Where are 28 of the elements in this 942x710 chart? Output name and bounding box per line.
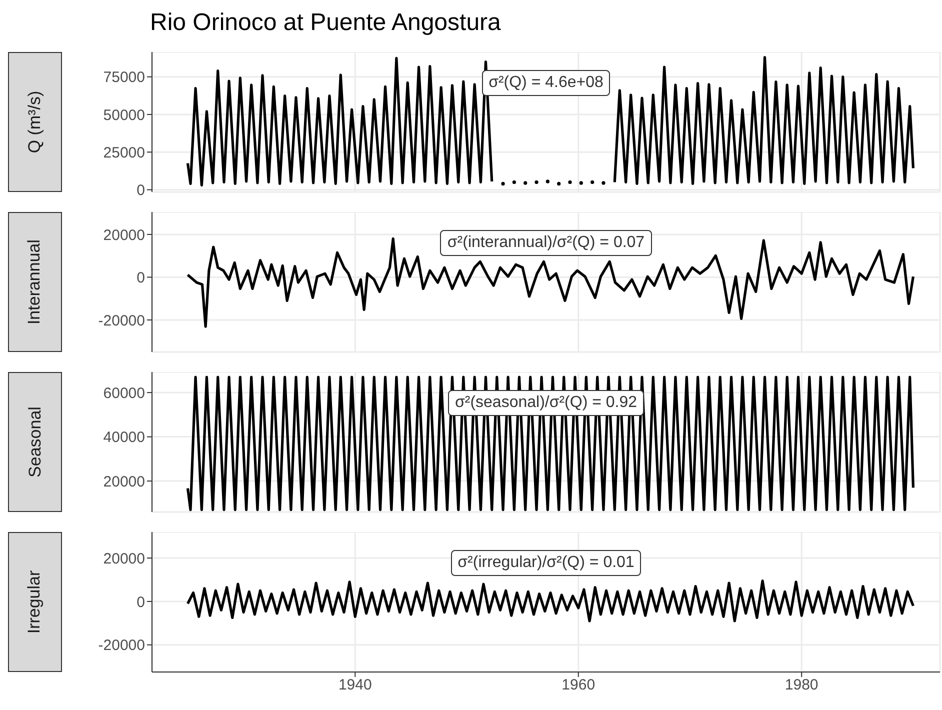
y-axis-title: Seasonal <box>25 406 45 478</box>
y-axis-title: Q (m³/s) <box>25 90 45 154</box>
y-axis-title: Irregular <box>25 570 45 634</box>
y-tick-label: -20000 <box>98 312 145 330</box>
x-tick-label: 1980 <box>784 676 818 694</box>
line-series <box>186 237 915 328</box>
line-series <box>186 580 915 622</box>
y-tick-label: 20000 <box>103 473 145 490</box>
annotation: σ²(Q) = 4.6e+08 <box>482 70 610 96</box>
annotation: σ²(irregular)/σ²(Q) = 0.01 <box>450 550 642 576</box>
annotation: σ²(interannual)/σ²(Q) = 0.07 <box>440 230 652 256</box>
y-tick-label: 40000 <box>103 429 145 446</box>
y-tick-label: 0 <box>136 594 145 611</box>
x-tick-label: 1940 <box>338 676 372 694</box>
y-tick-label: 75000 <box>103 69 145 86</box>
y-tick-label: 0 <box>136 182 145 200</box>
chart-title: Rio Orinoco at Puente Angostura <box>150 8 502 38</box>
y-tick-label: 0 <box>136 270 145 287</box>
y-axis-title: Interannual <box>25 239 45 325</box>
y-tick-label: 25000 <box>103 144 145 162</box>
y-tick-label: 60000 <box>103 384 145 402</box>
y-tick-label: 20000 <box>103 550 145 568</box>
y-tick-label: 20000 <box>103 226 145 244</box>
line-series <box>186 376 915 512</box>
y-tick-label: -20000 <box>98 637 145 654</box>
annotation: σ²(seasonal)/σ²(Q) = 0.92 <box>448 390 644 416</box>
x-tick-label: 1960 <box>562 676 596 694</box>
y-tick-label: 50000 <box>103 106 145 124</box>
